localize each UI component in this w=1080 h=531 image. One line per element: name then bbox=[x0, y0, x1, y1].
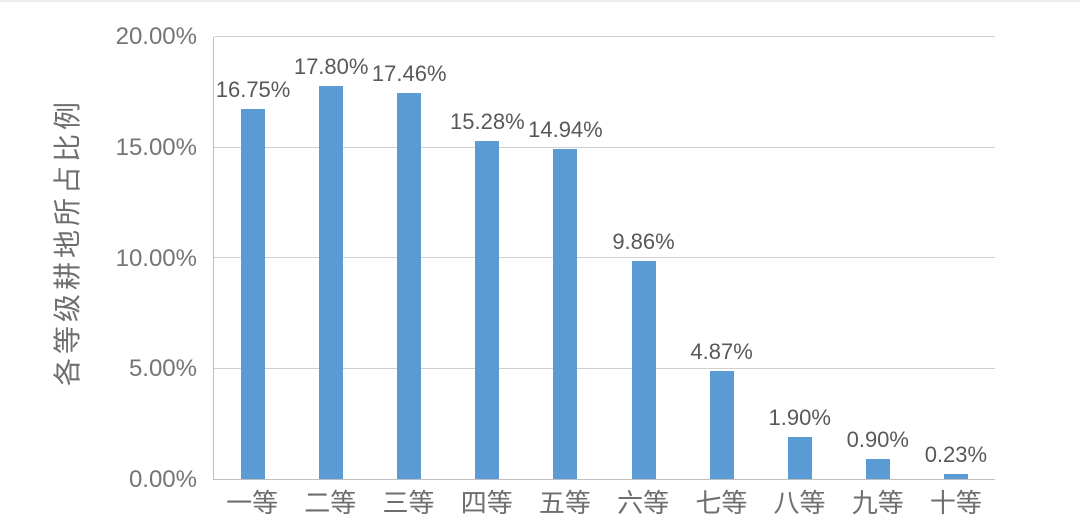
x-tick-label: 三等 bbox=[382, 488, 435, 518]
bar bbox=[709, 371, 734, 479]
bar-slot: 16.75% bbox=[214, 37, 292, 479]
bar-slot: 14.94% bbox=[526, 37, 604, 479]
x-tick-label: 五等 bbox=[538, 488, 591, 518]
x-tick-label: 七等 bbox=[695, 488, 748, 518]
x-tick-label: 十等 bbox=[929, 488, 982, 518]
y-axis-title: 各等级耕地所占比例 bbox=[52, 97, 83, 387]
bar-value-label: 16.75% bbox=[215, 76, 291, 102]
x-tick-label: 二等 bbox=[304, 488, 357, 518]
gridline bbox=[214, 146, 995, 148]
bar bbox=[241, 108, 266, 479]
bar-slot: 9.86% bbox=[604, 37, 682, 479]
bar-value-label: 0.90% bbox=[846, 427, 909, 453]
bar-slot: 17.46% bbox=[370, 37, 448, 479]
bar-slot: 17.80% bbox=[292, 37, 370, 479]
gridline bbox=[214, 257, 995, 258]
bar bbox=[475, 141, 500, 479]
bar-slot: 0.90% bbox=[839, 37, 917, 479]
bar-slot: 0.23% bbox=[917, 37, 995, 479]
x-tick-label: 九等 bbox=[851, 488, 904, 518]
x-tick-label: 八等 bbox=[773, 488, 826, 518]
bar-value-label: 15.28% bbox=[450, 109, 525, 135]
plot-area: 16.75% 17.80% 17.46% 15.28% 14.94% 9.86% 4.87%… bbox=[213, 36, 995, 480]
bar-value-label: 17.80% bbox=[293, 53, 369, 79]
y-tick-label: 5.00% bbox=[128, 355, 197, 383]
x-tick-label: 四等 bbox=[460, 488, 513, 518]
gridline bbox=[214, 367, 995, 369]
x-tick-label: 一等 bbox=[226, 488, 279, 518]
bar-slot: 1.90% bbox=[761, 37, 839, 479]
x-tick-label: 六等 bbox=[617, 488, 670, 518]
bar bbox=[397, 93, 422, 479]
bar bbox=[787, 437, 812, 479]
bar-value-label: 9.86% bbox=[612, 229, 675, 255]
y-tick-label: 15.00% bbox=[115, 133, 197, 161]
bar-value-label: 14.94% bbox=[528, 116, 603, 142]
bar-slot: 4.87% bbox=[683, 37, 761, 479]
bar-value-label: 1.90% bbox=[768, 405, 831, 431]
bar-value-label: 17.46% bbox=[371, 61, 447, 87]
bar bbox=[553, 148, 578, 479]
bar-value-label: 4.87% bbox=[690, 339, 753, 365]
bar-series: 16.75% 17.80% 17.46% 15.28% 14.94% 9.86% 4.87%… bbox=[214, 37, 995, 479]
bar-slot: 15.28% bbox=[448, 37, 526, 479]
bar bbox=[319, 85, 344, 479]
bar-value-label: 0.23% bbox=[924, 441, 988, 467]
y-tick-label: 20.00% bbox=[115, 23, 197, 50]
bar bbox=[865, 459, 890, 479]
bar bbox=[943, 473, 968, 479]
y-tick-label: 0.00% bbox=[128, 466, 197, 493]
x-axis-tick-labels: 一等 二等 三等 四等 五等 六等 七等 八等 九等 十等 bbox=[213, 489, 995, 518]
y-tick-label: 10.00% bbox=[115, 244, 197, 272]
gridline bbox=[214, 36, 995, 37]
bar bbox=[631, 261, 656, 479]
